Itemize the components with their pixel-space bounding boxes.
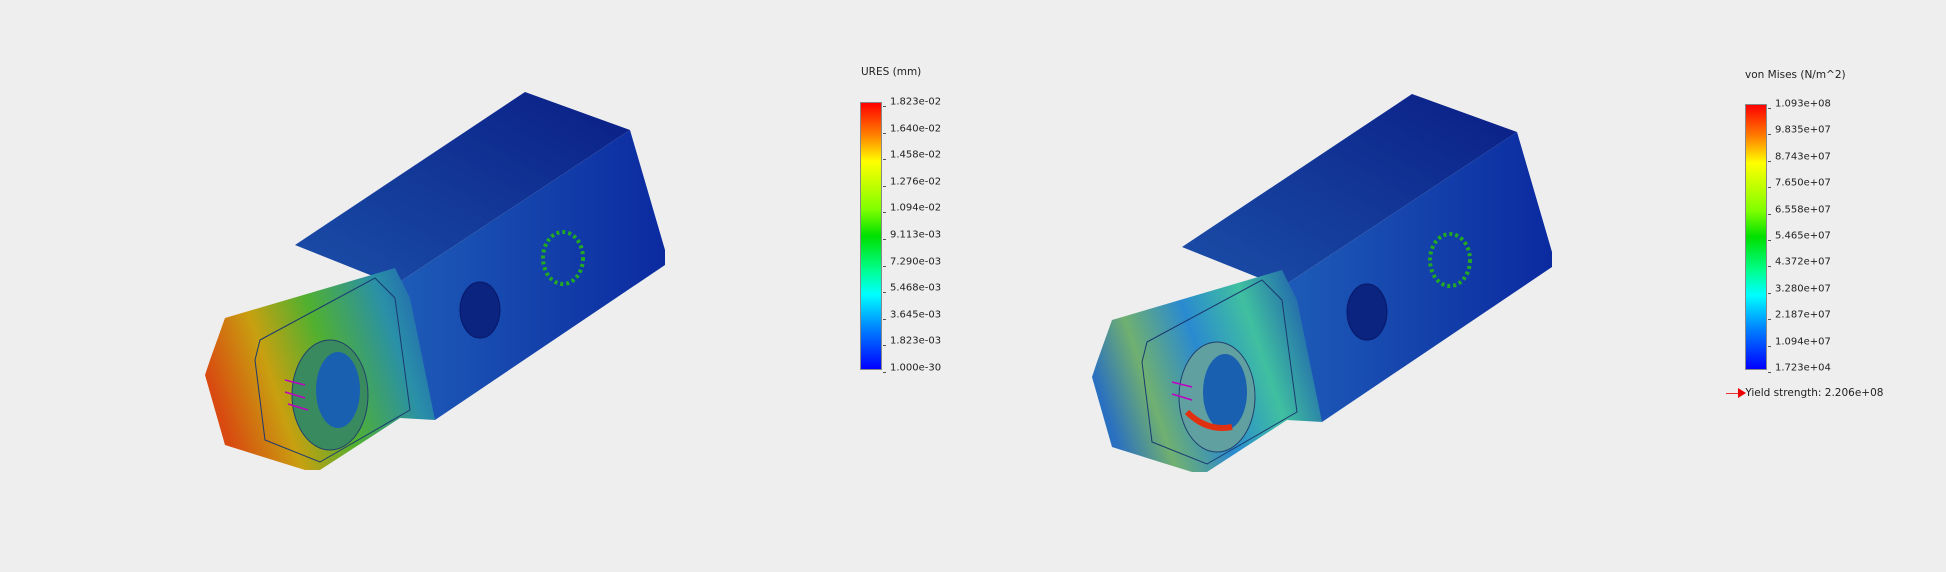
legend-tick bbox=[1768, 108, 1771, 109]
legend-tick-label: 4.372e+07 bbox=[1775, 256, 1831, 268]
legend-tick bbox=[883, 185, 886, 187]
von-mises-model bbox=[1092, 94, 1552, 472]
legend-tick bbox=[883, 159, 886, 161]
legend-tick-label: 2.187e+07 bbox=[1775, 309, 1831, 321]
legend-tick bbox=[1768, 187, 1771, 189]
arrow-right-icon bbox=[1726, 387, 1746, 398]
legend-title: von Mises (N/m^2) bbox=[1745, 69, 1846, 81]
legend-tick-label: 6.558e+07 bbox=[1775, 204, 1831, 216]
legend-tick-label: 1.640e-02 bbox=[890, 123, 942, 135]
legend-tick-label: 1.094e-02 bbox=[890, 202, 942, 214]
ures-model bbox=[205, 92, 665, 470]
yield-strength-marker: Yield strength: 2.206e+08 bbox=[1726, 387, 1883, 399]
legend-tick bbox=[883, 318, 886, 320]
legend-tick bbox=[883, 345, 886, 347]
legend-tick-label: 1.823e-02 bbox=[890, 96, 942, 108]
legend-tick bbox=[1768, 240, 1771, 241]
legend-tick bbox=[1768, 292, 1771, 294]
legend-tick-label: 1.458e-02 bbox=[890, 149, 942, 161]
legend-tick-label: 8.743e+07 bbox=[1775, 151, 1831, 163]
legend-tick-label: 9.835e+07 bbox=[1775, 124, 1831, 136]
legend-tick-label: 5.468e-03 bbox=[890, 282, 942, 294]
bolt-hole bbox=[459, 281, 501, 339]
color-scale-bar bbox=[1745, 104, 1767, 370]
yield-strength-label: Yield strength: 2.206e+08 bbox=[1745, 387, 1884, 399]
legend-tick-label: 1.723e+04 bbox=[1775, 362, 1831, 374]
legend-tick bbox=[1768, 134, 1771, 136]
legend-tick-label: 7.650e+07 bbox=[1775, 177, 1831, 189]
legend-tick-label: 9.113e-03 bbox=[890, 229, 942, 241]
legend-tick-label: 3.280e+07 bbox=[1775, 283, 1831, 295]
fixture-marker bbox=[541, 230, 585, 286]
legend-tick-label: 7.290e-03 bbox=[890, 256, 942, 268]
legend-tick bbox=[883, 106, 886, 107]
legend-tick bbox=[883, 212, 886, 214]
legend-tick bbox=[1768, 266, 1771, 268]
color-scale-bar bbox=[860, 102, 882, 370]
legend-tick bbox=[1768, 213, 1771, 215]
legend-tick-label: 1.000e-30 bbox=[890, 362, 942, 374]
legend-tick-label: 1.093e+08 bbox=[1775, 98, 1831, 110]
legend-tick-label: 3.645e-03 bbox=[890, 309, 942, 321]
load-arrows bbox=[284, 379, 309, 411]
legend-tick bbox=[883, 372, 886, 373]
legend-tick-label: 5.465e+07 bbox=[1775, 230, 1831, 242]
legend-tick bbox=[1768, 372, 1771, 373]
legend-tick bbox=[1768, 160, 1771, 162]
legend-tick-label: 1.276e-02 bbox=[890, 176, 942, 188]
legend-tick bbox=[883, 239, 886, 240]
legend-tick bbox=[883, 265, 886, 267]
legend-title: URES (mm) bbox=[861, 66, 922, 78]
legend-tick-label: 1.094e+07 bbox=[1775, 336, 1831, 348]
legend-tick bbox=[883, 132, 886, 134]
legend-tick-label: 1.823e-03 bbox=[890, 335, 942, 347]
legend-tick bbox=[1768, 345, 1771, 347]
legend-tick bbox=[1768, 319, 1771, 321]
legend-tick bbox=[883, 292, 886, 294]
